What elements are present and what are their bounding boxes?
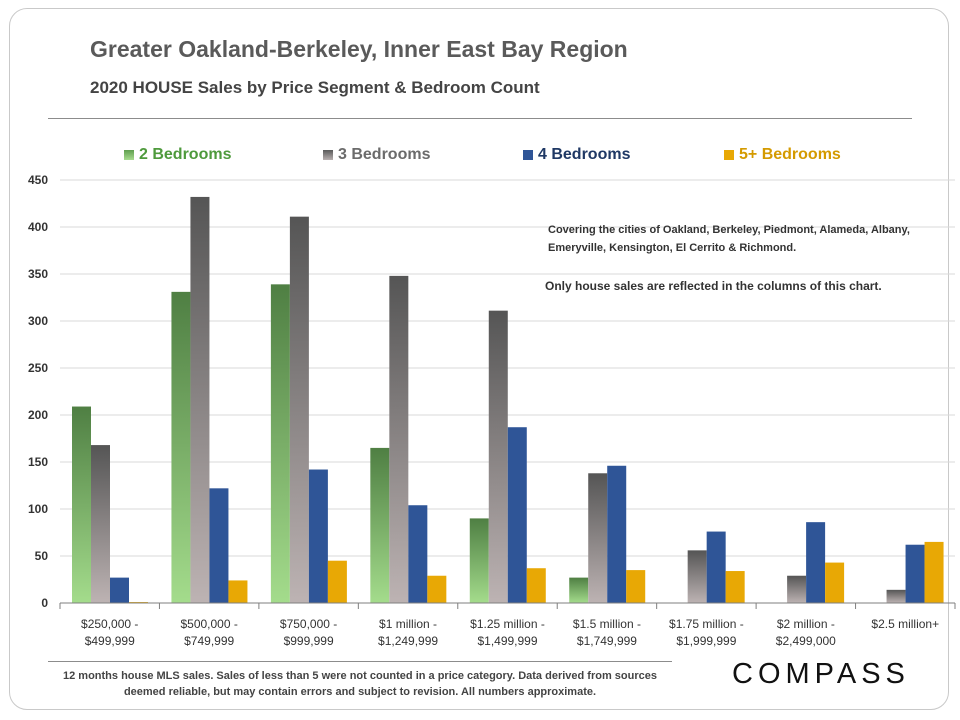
x-category-label: $1.25 million -$1,499,999 [470, 617, 545, 648]
bar-5-bedrooms-4 [526, 568, 546, 603]
x-category-label: $500,000 -$749,999 [180, 617, 237, 648]
legend-swatch-4-bedrooms [523, 150, 533, 160]
y-tick-label: 250 [28, 361, 48, 375]
y-tick-label: 400 [28, 220, 48, 234]
bar-5-bedrooms-8 [924, 541, 944, 603]
y-tick-label: 0 [41, 596, 48, 610]
x-axis-category-labels: $250,000 -$499,999 $500,000 -$749,999 $750… [81, 617, 939, 648]
bar-4-bedrooms-4 [507, 427, 527, 603]
bar-4-bedrooms-8 [905, 544, 925, 603]
house-sales-note: Only house sales are reflected in the co… [545, 279, 882, 293]
x-category-label: $1.75 million -$1,999,999 [669, 617, 744, 648]
y-axis-ticks: 0 50 100 150 200 250 300 350 400 450 [28, 173, 48, 610]
bar-4-bedrooms-1 [209, 488, 229, 603]
y-tick-label: 200 [28, 408, 48, 422]
bar-2-bedrooms-0 [72, 406, 91, 603]
bar-2-bedrooms-2 [270, 284, 290, 603]
x-category-label: $1.5 million -$1,749,999 [573, 617, 641, 648]
y-tick-label: 450 [28, 173, 48, 187]
bar-3-bedrooms-8 [886, 589, 906, 603]
legend-item-3-bedrooms: 3 Bedrooms [323, 146, 430, 164]
bar-5-bedrooms-2 [327, 560, 347, 603]
coverage-note: Covering the cities of Oakland, Berkeley… [548, 224, 910, 254]
y-tick-label: 300 [28, 314, 48, 328]
title-divider [48, 118, 912, 119]
legend-item-4-bedrooms: 4 Bedrooms [523, 146, 630, 164]
footer-divider [48, 661, 672, 662]
slide-frame [9, 8, 949, 710]
compass-logo: COMPASS [732, 658, 910, 690]
legend-label-3-bedrooms: 3 Bedrooms [338, 146, 431, 163]
x-axis [59, 602, 956, 609]
y-tick-label: 150 [28, 455, 48, 469]
bar-5-bedrooms-3 [427, 575, 447, 603]
x-category-label: $1 million -$1,249,999 [378, 617, 438, 648]
legend-swatch-5-bedrooms [724, 150, 734, 160]
bar-3-bedrooms-1 [190, 196, 210, 604]
bar-4-bedrooms-2 [308, 469, 328, 603]
bar-2-bedrooms-4 [469, 518, 489, 603]
bar-4-bedrooms-7 [806, 522, 826, 603]
bar-5-bedrooms-1 [228, 580, 248, 603]
legend-swatch-3-bedrooms [323, 150, 333, 160]
bar-4-bedrooms-6 [706, 531, 726, 603]
bar-4-bedrooms-3 [408, 505, 428, 603]
bar-3-bedrooms-5 [588, 473, 608, 603]
bar-2-bedrooms-1 [171, 291, 191, 603]
y-tick-label: 350 [28, 267, 48, 281]
bar-3-bedrooms-7 [787, 575, 807, 603]
bar-5-bedrooms-7 [825, 562, 845, 603]
bar-2-bedrooms-3 [370, 447, 390, 603]
legend-label-5-bedrooms: 5+ Bedrooms [739, 146, 841, 163]
bar-3-bedrooms-0 [91, 445, 110, 603]
y-tick-label: 50 [35, 549, 49, 563]
chart-subtitle: 2020 HOUSE Sales by Price Segment & Bedr… [90, 78, 540, 97]
bar-4-bedrooms-0 [110, 577, 129, 603]
legend-label-2-bedrooms: 2 Bedrooms [139, 146, 232, 163]
bar-5-bedrooms-6 [725, 571, 745, 603]
bars [72, 196, 944, 604]
legend-item-2-bedrooms: 2 Bedrooms [124, 146, 231, 164]
x-category-label: $2.5 million+ [871, 617, 939, 631]
y-tick-label: 100 [28, 502, 48, 516]
x-category-label: $2 million -$2,499,000 [776, 617, 836, 648]
bar-3-bedrooms-2 [289, 216, 309, 603]
x-category-label: $250,000 -$499,999 [81, 617, 138, 648]
bar-3-bedrooms-4 [488, 310, 508, 603]
bar-2-bedrooms-5 [569, 577, 589, 603]
legend-item-5-bedrooms: 5+ Bedrooms [724, 146, 841, 164]
bar-3-bedrooms-3 [389, 275, 409, 603]
footer-disclaimer: 12 months house MLS sales. Sales of less… [63, 670, 657, 698]
chart-title: Greater Oakland-Berkeley, Inner East Bay… [90, 36, 628, 62]
bar-5-bedrooms-5 [626, 570, 646, 603]
bar-3-bedrooms-6 [687, 550, 707, 603]
x-category-label: $750,000 -$999,999 [280, 617, 337, 648]
legend-label-4-bedrooms: 4 Bedrooms [538, 146, 631, 163]
legend-swatch-2-bedrooms [124, 150, 134, 160]
bar-4-bedrooms-5 [607, 465, 627, 603]
